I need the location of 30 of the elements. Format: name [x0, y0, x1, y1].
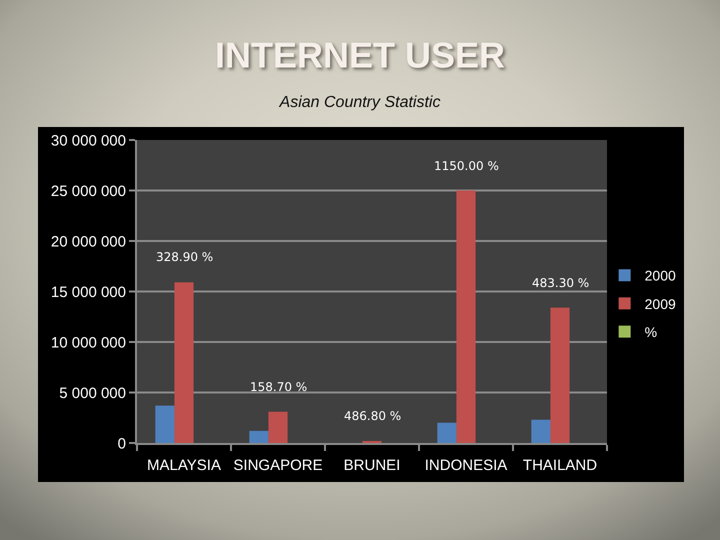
legend-label: 2000: [644, 268, 676, 284]
bar: [550, 308, 570, 443]
y-tick-label: 0: [118, 435, 126, 452]
annotation: 328.90 %: [156, 250, 214, 264]
legend-label: 2009: [644, 296, 676, 312]
x-tick-label: SINGAPORE: [233, 457, 323, 474]
bar: [174, 282, 194, 443]
y-tick-label: 25 000 000: [50, 182, 126, 200]
bar: [531, 420, 550, 443]
bar: [437, 422, 456, 443]
annotation: 1150.00 %: [434, 159, 499, 173]
annotation: 483.30 %: [532, 276, 590, 290]
x-tick-label: INDONESIA: [424, 457, 508, 474]
x-tick-label: BRUNEI: [344, 457, 400, 474]
legend-label: %: [644, 324, 658, 340]
y-tick-label: 10 000 000: [50, 334, 126, 352]
y-tick-label: 20 000 000: [50, 233, 126, 250]
annotation: 486.80 %: [344, 409, 402, 423]
chart-title: INTERNET USER: [214, 34, 506, 76]
y-tick-label: 30 000 000: [50, 132, 126, 150]
y-tick-label: 5 000 000: [59, 384, 126, 402]
y-tick-label: 15 000 000: [50, 284, 126, 301]
bar: [268, 412, 288, 443]
bar: [249, 430, 268, 443]
bar: [155, 406, 174, 443]
bar: [456, 190, 476, 443]
chart-subtitle: Asian Country Statistic: [278, 94, 440, 111]
annotation: 158.70 %: [250, 380, 308, 394]
x-tick-label: THAILAND: [522, 457, 598, 474]
x-tick-label: MALAYSIA: [147, 457, 221, 474]
